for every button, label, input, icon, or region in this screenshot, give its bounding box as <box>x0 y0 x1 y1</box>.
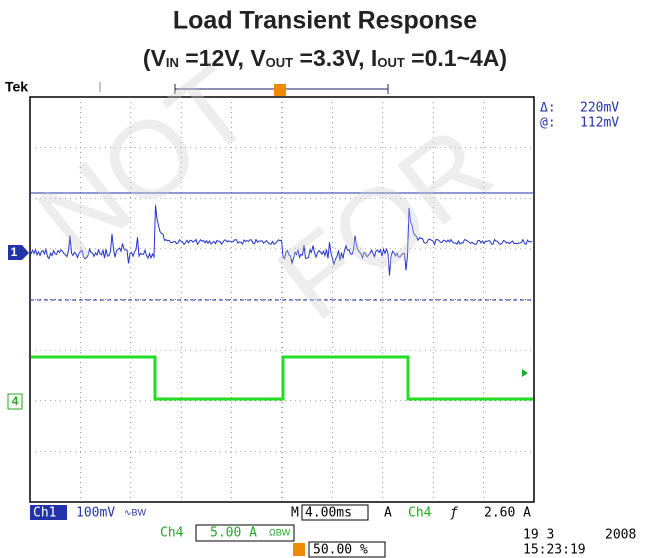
ch1-label: Ch1 <box>33 506 56 521</box>
trigger-slope: ƒ <box>450 506 458 521</box>
year: 2008 <box>605 528 636 543</box>
ch4-marker: 4 <box>12 394 19 408</box>
trigger-icon <box>293 543 305 556</box>
cursor-at-label: @: <box>540 116 556 131</box>
subtitle-part: =12V, V <box>179 45 266 71</box>
ch1-marker: 1 <box>11 245 18 259</box>
timebase: 4.00ms <box>305 506 352 521</box>
subtitle-sub: IN <box>166 55 179 70</box>
ch1-trace <box>30 205 533 276</box>
timebase-box <box>301 504 369 521</box>
ch1-arrow <box>22 245 29 260</box>
trigger-level: 2.60 A <box>484 506 531 521</box>
ch1-coupling: ∿BW <box>124 507 147 517</box>
time-prefix: M <box>291 506 299 521</box>
trigger-position: 50.00 % <box>313 543 368 558</box>
ch4-coupling: ΩBW <box>269 527 291 537</box>
subtitle-part: =0.1~4A) <box>405 45 507 71</box>
subtitle-sub: OUT <box>266 55 294 70</box>
ch4-marker-box <box>7 393 23 410</box>
cursor-delta-label: Δ: <box>540 101 556 116</box>
brand: Tek <box>5 79 28 95</box>
trigger-mode: A <box>384 506 392 521</box>
subtitle-part: =3.3V, I <box>293 45 377 71</box>
ch1-waveform <box>30 205 533 276</box>
time: 15:23:19 <box>523 543 586 558</box>
ch1-marker-box <box>8 245 22 260</box>
cursor-at: 112mV <box>580 116 619 131</box>
ch4-scale: 5.00 A <box>210 526 257 541</box>
ch4-waveform <box>31 355 533 401</box>
ch1-scale: 100mV <box>76 506 115 521</box>
trigger-position-box <box>308 541 386 558</box>
subtitle: (VIN =12V, VOUT =3.3V, IOUT =0.1~4A) <box>143 45 507 71</box>
trigger-pos-marker <box>274 84 286 96</box>
ch4-scale-box <box>195 524 295 542</box>
ch4-label: Ch4 <box>160 526 184 541</box>
ch1-tag <box>30 505 67 520</box>
cursor-delta: 220mV <box>580 101 619 116</box>
trigger-source: Ch4 <box>408 506 432 521</box>
date: 19 3 <box>523 528 554 543</box>
subtitle-sub: OUT <box>377 55 405 70</box>
subtitle-part: (V <box>143 45 167 71</box>
trigger-level-arrow <box>522 369 528 377</box>
title: Load Transient Response <box>173 7 477 35</box>
